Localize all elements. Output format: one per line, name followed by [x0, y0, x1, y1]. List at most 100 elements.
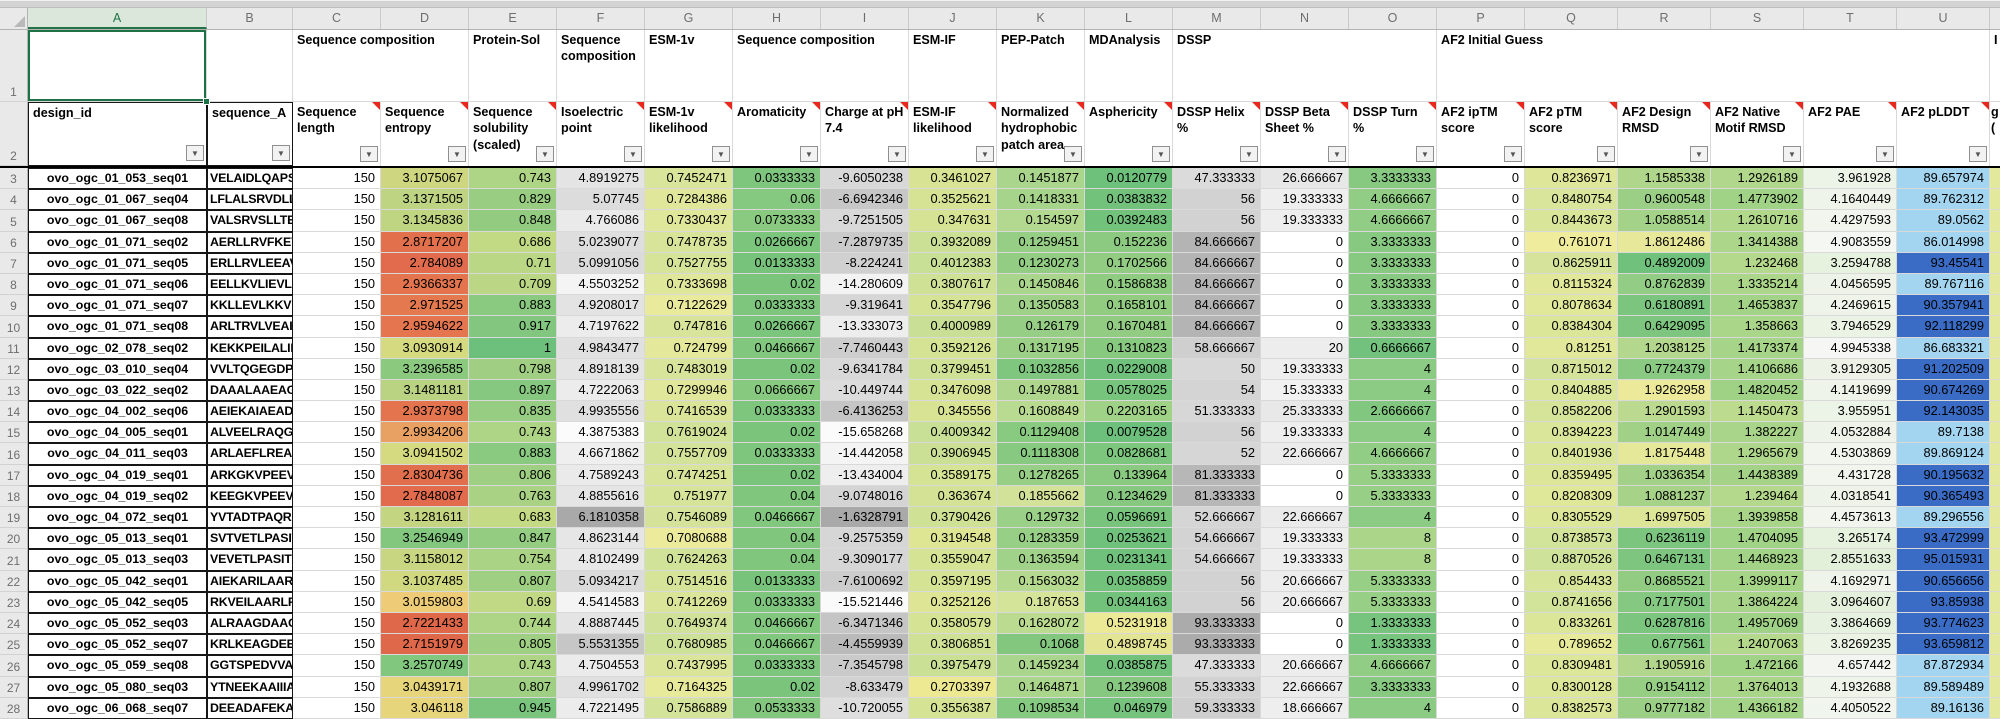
cell-D4[interactable]: 3.1371505: [381, 189, 469, 211]
cell-H18[interactable]: 0.04: [733, 485, 821, 507]
cell-E25[interactable]: 0.805: [469, 634, 557, 656]
filter-button[interactable]: ▼: [186, 145, 204, 161]
cell-M16[interactable]: 52: [1173, 443, 1261, 465]
cell-S10[interactable]: 1.358663: [1711, 316, 1804, 338]
column-header-T[interactable]: T: [1804, 8, 1897, 29]
cell-D5[interactable]: 3.1345836: [381, 210, 469, 232]
cell-L22[interactable]: 0.0358859: [1085, 570, 1173, 592]
cell-S13[interactable]: 1.4820452: [1711, 379, 1804, 402]
select-all-corner[interactable]: [0, 8, 28, 29]
cell-N17[interactable]: 0: [1261, 464, 1349, 486]
cell-B27[interactable]: YTNEEKAAIIIA: [207, 676, 293, 698]
cell-O9[interactable]: 3.3333333: [1349, 295, 1437, 317]
field-header-D[interactable]: Sequence entropy ▼: [381, 102, 469, 166]
cell-Q9[interactable]: 0.8078634: [1525, 295, 1618, 317]
filter-button[interactable]: ▼: [1504, 146, 1522, 162]
cell-F28[interactable]: 4.7221495: [557, 697, 645, 719]
cell-H11[interactable]: 0.0466667: [733, 337, 821, 359]
cell-E5[interactable]: 0.848: [469, 210, 557, 232]
cell-C15[interactable]: 150: [293, 422, 381, 444]
cell-S16[interactable]: 1.2965679: [1711, 443, 1804, 465]
cell-O26[interactable]: 4.6666667: [1349, 655, 1437, 677]
cell-S17[interactable]: 1.4438389: [1711, 464, 1804, 486]
cell-A23[interactable]: ovo_ogc_05_042_seq05: [28, 591, 207, 613]
cell-B19[interactable]: YVTADTPAQR: [207, 507, 293, 529]
cell-U12[interactable]: 91.202509: [1897, 358, 1990, 380]
cell-O4[interactable]: 4.6666667: [1349, 189, 1437, 211]
cell-E14[interactable]: 0.835: [469, 401, 557, 423]
cell-R22[interactable]: 0.8685521: [1618, 570, 1711, 592]
cell-U11[interactable]: 86.683321: [1897, 337, 1990, 359]
cell-C21[interactable]: 150: [293, 549, 381, 571]
cell-N16[interactable]: 22.666667: [1261, 443, 1349, 465]
cell-U17[interactable]: 90.195632: [1897, 464, 1990, 486]
cell-C7[interactable]: 150: [293, 252, 381, 274]
row-number-3[interactable]: 3: [0, 168, 28, 190]
cell-C9[interactable]: 150: [293, 295, 381, 317]
cell-C20[interactable]: 150: [293, 528, 381, 550]
cell-C17[interactable]: 150: [293, 464, 381, 486]
cell-D19[interactable]: 3.1281611: [381, 507, 469, 529]
cell-G13[interactable]: 0.7299946: [645, 379, 733, 402]
cell-I20[interactable]: -9.2575359: [821, 528, 909, 550]
cell-P28[interactable]: 0: [1437, 697, 1525, 719]
cell-K16[interactable]: 0.1118308: [997, 443, 1085, 465]
cell-P9[interactable]: 0: [1437, 295, 1525, 317]
group-header[interactable]: ESM-1v: [645, 30, 733, 102]
fill-handle[interactable]: [203, 98, 210, 105]
cell-H12[interactable]: 0.02: [733, 358, 821, 380]
column-header-L[interactable]: L: [1085, 8, 1173, 29]
cell-H4[interactable]: 0.06: [733, 189, 821, 211]
cell-T15[interactable]: 4.0532884: [1804, 422, 1897, 444]
cell-F14[interactable]: 4.9935556: [557, 401, 645, 423]
cell-J15[interactable]: 0.4009342: [909, 422, 997, 444]
cell-U21[interactable]: 95.015931: [1897, 549, 1990, 571]
column-header-D[interactable]: D: [381, 8, 469, 29]
row-number-14[interactable]: 14: [0, 401, 28, 423]
cell-N3[interactable]: 26.666667: [1261, 168, 1349, 190]
cell-E16[interactable]: 0.883: [469, 443, 557, 465]
cell-H27[interactable]: 0.02: [733, 676, 821, 698]
cell-B21[interactable]: VEVETLPASITR: [207, 549, 293, 571]
cell-O3[interactable]: 3.3333333: [1349, 168, 1437, 190]
cell-F16[interactable]: 4.6671862: [557, 443, 645, 465]
cell-I9[interactable]: -9.319641: [821, 295, 909, 317]
cell-L21[interactable]: 0.0231341: [1085, 549, 1173, 571]
cell-G4[interactable]: 0.7284386: [645, 189, 733, 211]
cell-T12[interactable]: 3.9129305: [1804, 358, 1897, 380]
filter-button[interactable]: ▼: [1416, 146, 1434, 162]
cell-Q12[interactable]: 0.8715012: [1525, 358, 1618, 380]
cell-B28[interactable]: DEEADAFEKAF: [207, 697, 293, 719]
cell-L10[interactable]: 0.1670481: [1085, 316, 1173, 338]
field-header-H[interactable]: Aromaticity ▼: [733, 102, 821, 166]
cell-B5[interactable]: VALSRVSLLTE: [207, 210, 293, 232]
column-header-N[interactable]: N: [1261, 8, 1349, 29]
cell-N24[interactable]: 0: [1261, 612, 1349, 635]
cell-L23[interactable]: 0.0344163: [1085, 591, 1173, 613]
cell-B4[interactable]: LFLALSRVDLLT: [207, 189, 293, 211]
cell-Q28[interactable]: 0.8382573: [1525, 697, 1618, 719]
cell-F9[interactable]: 4.9208017: [557, 295, 645, 317]
row-number-20[interactable]: 20: [0, 528, 28, 550]
column-header-G[interactable]: G: [645, 8, 733, 29]
cell-I19[interactable]: -1.6328791: [821, 507, 909, 529]
cell-N10[interactable]: 0: [1261, 316, 1349, 338]
cell-M8[interactable]: 84.666667: [1173, 273, 1261, 296]
cell-E8[interactable]: 0.709: [469, 273, 557, 296]
cell-K19[interactable]: 0.129732: [997, 507, 1085, 529]
cell-O10[interactable]: 3.3333333: [1349, 316, 1437, 338]
cell-K22[interactable]: 0.1563032: [997, 570, 1085, 592]
cell-F27[interactable]: 4.9961702: [557, 676, 645, 698]
cell-H8[interactable]: 0.02: [733, 273, 821, 296]
cell-J8[interactable]: 0.3807617: [909, 273, 997, 296]
cell-Q8[interactable]: 0.8115324: [1525, 273, 1618, 296]
cell-U24[interactable]: 93.774623: [1897, 612, 1990, 635]
cell-H3[interactable]: 0.0333333: [733, 168, 821, 190]
field-header-B[interactable]: sequence_A ▼: [207, 102, 293, 166]
cell-D12[interactable]: 3.2396585: [381, 358, 469, 380]
cell-R19[interactable]: 1.6997505: [1618, 507, 1711, 529]
cell-I4[interactable]: -6.6942346: [821, 189, 909, 211]
cell-O28[interactable]: 4: [1349, 697, 1437, 719]
cell-R15[interactable]: 1.0147449: [1618, 422, 1711, 444]
cell-C14[interactable]: 150: [293, 401, 381, 423]
